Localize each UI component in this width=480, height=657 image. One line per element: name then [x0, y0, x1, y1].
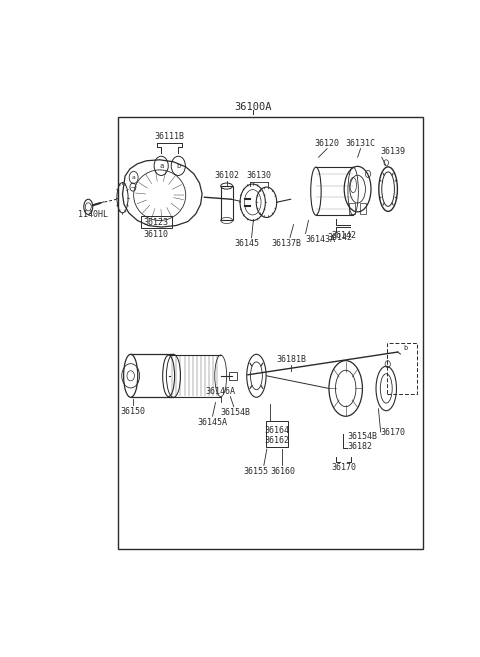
- Text: 36145A: 36145A: [198, 418, 228, 427]
- Text: b: b: [176, 163, 180, 169]
- Text: 36150: 36150: [120, 407, 145, 416]
- Text: 36154B: 36154B: [347, 432, 377, 441]
- Text: 36130: 36130: [247, 171, 272, 180]
- Text: 36181B: 36181B: [276, 355, 306, 364]
- Text: 36131C: 36131C: [346, 139, 375, 148]
- Text: 36146A: 36146A: [206, 386, 236, 396]
- Text: 36139: 36139: [380, 147, 405, 156]
- Bar: [118, 117, 423, 549]
- Text: b: b: [403, 345, 408, 351]
- Text: 36100A: 36100A: [235, 102, 272, 112]
- Text: 36155: 36155: [243, 467, 268, 476]
- Text: 36170: 36170: [331, 463, 356, 472]
- Text: 36120: 36120: [314, 139, 339, 148]
- Text: 36110: 36110: [144, 230, 169, 238]
- Bar: [360, 203, 366, 214]
- Text: 36143A: 36143A: [305, 235, 336, 244]
- Text: 36142: 36142: [332, 231, 357, 240]
- Bar: [221, 186, 233, 221]
- Text: 36123: 36123: [144, 217, 169, 227]
- Text: 36142: 36142: [328, 233, 353, 242]
- Text: 1140HL: 1140HL: [78, 210, 108, 219]
- Bar: [229, 372, 237, 380]
- Text: 36164: 36164: [265, 426, 290, 435]
- Text: 36111B: 36111B: [155, 132, 185, 141]
- Text: a: a: [159, 163, 163, 169]
- Bar: [141, 216, 172, 227]
- Text: 36170: 36170: [380, 428, 405, 438]
- Bar: [266, 421, 288, 447]
- Text: 36182: 36182: [347, 442, 372, 451]
- Text: 36162: 36162: [265, 436, 290, 445]
- Text: 36102: 36102: [214, 171, 239, 180]
- Text: a: a: [132, 175, 135, 180]
- Bar: [349, 203, 355, 214]
- Text: 36145: 36145: [234, 239, 259, 248]
- Text: 36154B: 36154B: [221, 407, 251, 417]
- Text: 36160: 36160: [271, 467, 296, 476]
- Text: 36137B: 36137B: [271, 239, 301, 248]
- Bar: [386, 343, 417, 394]
